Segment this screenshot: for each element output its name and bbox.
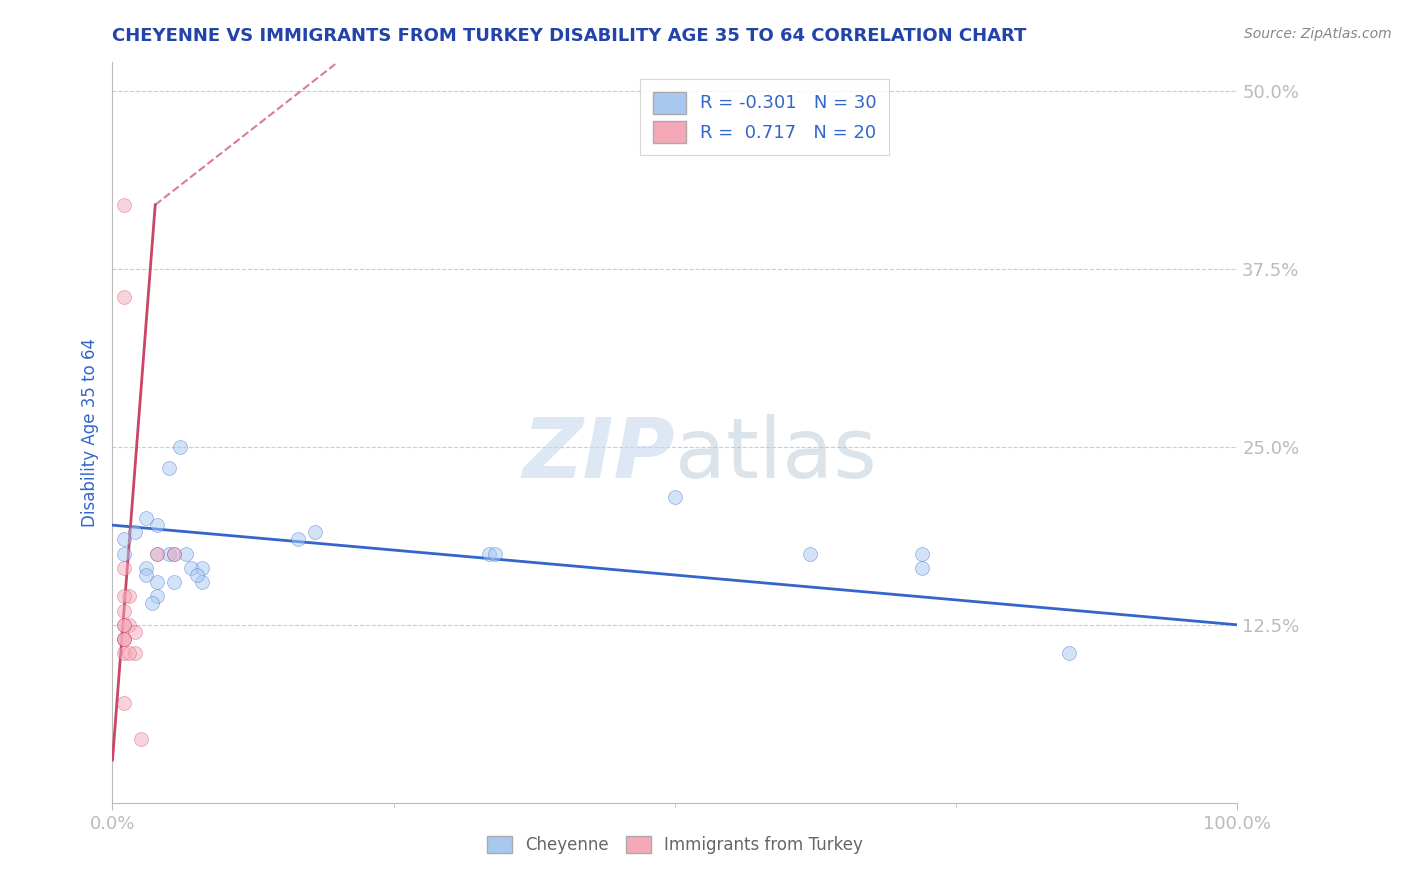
Point — [146, 518, 169, 533]
Point — [799, 547, 821, 561]
Point — [141, 597, 163, 611]
Point — [112, 617, 135, 632]
Text: atlas: atlas — [675, 414, 876, 495]
Text: ZIP: ZIP — [522, 414, 675, 495]
Point — [124, 646, 146, 660]
Point — [191, 561, 214, 575]
Point — [129, 731, 152, 746]
Point — [112, 632, 135, 646]
Point — [911, 547, 934, 561]
Point — [135, 568, 157, 582]
Point — [124, 525, 146, 540]
Point — [169, 440, 191, 454]
Point — [157, 547, 180, 561]
Point — [146, 590, 169, 604]
Point — [112, 590, 135, 604]
Point — [124, 624, 146, 639]
Point — [163, 575, 186, 590]
Point — [135, 511, 157, 525]
Point — [180, 561, 202, 575]
Point — [112, 290, 135, 304]
Point — [112, 604, 135, 618]
Point — [146, 547, 169, 561]
Point — [186, 568, 208, 582]
Point — [112, 547, 135, 561]
Y-axis label: Disability Age 35 to 64: Disability Age 35 to 64 — [80, 338, 98, 527]
Point — [118, 646, 141, 660]
Text: Source: ZipAtlas.com: Source: ZipAtlas.com — [1244, 27, 1392, 41]
Point — [1057, 646, 1080, 660]
Point — [112, 561, 135, 575]
Point — [118, 617, 141, 632]
Point — [484, 547, 506, 561]
Point — [304, 525, 326, 540]
Point — [163, 547, 186, 561]
Point — [911, 561, 934, 575]
Point — [112, 632, 135, 646]
Point — [191, 575, 214, 590]
Point — [157, 461, 180, 475]
Point — [112, 533, 135, 547]
Point — [112, 696, 135, 710]
Legend: Cheyenne, Immigrants from Turkey: Cheyenne, Immigrants from Turkey — [481, 830, 869, 861]
Point — [664, 490, 686, 504]
Point — [146, 575, 169, 590]
Point — [118, 590, 141, 604]
Point — [112, 646, 135, 660]
Point — [174, 547, 197, 561]
Point — [112, 198, 135, 212]
Point — [135, 561, 157, 575]
Point — [287, 533, 309, 547]
Point — [478, 547, 501, 561]
Point — [112, 632, 135, 646]
Point — [146, 547, 169, 561]
Point — [112, 617, 135, 632]
Point — [163, 547, 186, 561]
Text: CHEYENNE VS IMMIGRANTS FROM TURKEY DISABILITY AGE 35 TO 64 CORRELATION CHART: CHEYENNE VS IMMIGRANTS FROM TURKEY DISAB… — [112, 27, 1026, 45]
